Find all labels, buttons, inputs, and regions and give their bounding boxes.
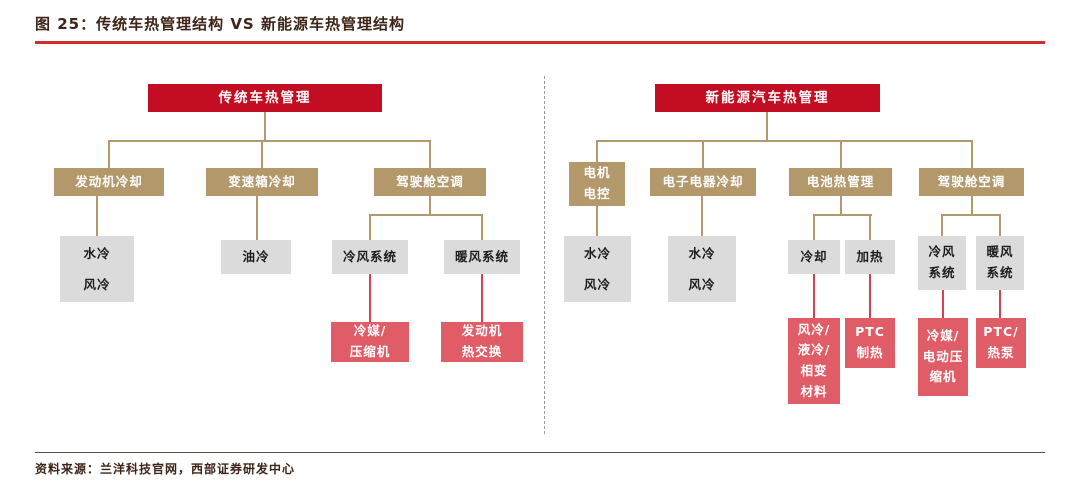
node-cabin-ac-right: 驾驶舱空调 bbox=[919, 168, 1024, 196]
node-cold-wind-right: 冷风 系统 bbox=[918, 236, 966, 290]
node-ptc-heating: PTC 制热 bbox=[845, 318, 895, 368]
connector-line bbox=[108, 140, 431, 142]
connector-line bbox=[971, 196, 973, 216]
node-engine-heat-exchange: 发动机 热交换 bbox=[441, 322, 523, 362]
connector-line bbox=[596, 140, 973, 142]
node-electric-compressor: 冷媒/ 电动压 缩机 bbox=[918, 318, 968, 396]
connector-line bbox=[369, 214, 371, 240]
connector-line bbox=[429, 140, 431, 168]
node-battery-heating: 加热 bbox=[845, 240, 895, 274]
node-refrigerant-compressor: 冷媒/ 压缩机 bbox=[331, 322, 409, 362]
connector-line bbox=[840, 140, 842, 168]
connector-line-red bbox=[813, 274, 815, 318]
connector-line bbox=[813, 214, 872, 216]
section-divider-dashed bbox=[544, 76, 545, 434]
connector-line bbox=[971, 140, 973, 168]
node-pcm-cooling: 风冷/ 液冷/ 相变 材料 bbox=[788, 318, 840, 404]
connector-line bbox=[429, 196, 431, 216]
title-underline bbox=[35, 41, 1045, 44]
connector-line bbox=[702, 140, 704, 168]
node-motor-control: 电机 电控 bbox=[569, 162, 625, 206]
node-warm-wind-right: 暖风 系统 bbox=[976, 236, 1024, 290]
node-cold-wind-left: 冷风系统 bbox=[332, 240, 408, 274]
node-cabin-ac-left: 驾驶舱空调 bbox=[374, 168, 486, 196]
connector-line bbox=[941, 214, 943, 236]
node-warm-wind-left: 暖风系统 bbox=[444, 240, 520, 274]
connector-line bbox=[869, 214, 871, 240]
connector-line bbox=[999, 214, 1001, 236]
connector-line bbox=[766, 112, 768, 142]
connector-line bbox=[840, 196, 842, 216]
node-water-air-left: 水冷 风冷 bbox=[60, 236, 134, 302]
node-oil-cooling: 油冷 bbox=[221, 240, 291, 274]
connector-line bbox=[261, 140, 263, 168]
connector-line bbox=[941, 214, 1001, 216]
connector-line bbox=[481, 214, 483, 240]
connector-line-red bbox=[869, 274, 871, 318]
connector-line bbox=[96, 196, 98, 236]
node-battery-cooling: 冷却 bbox=[788, 240, 840, 274]
connector-line-red bbox=[942, 290, 944, 318]
connector-line bbox=[596, 140, 598, 162]
figure-title: 图 25：传统车热管理结构 VS 新能源车热管理结构 bbox=[35, 15, 405, 33]
connector-line-red bbox=[999, 290, 1001, 318]
node-engine-cooling: 发动机冷却 bbox=[54, 168, 164, 196]
connector-line-red bbox=[369, 274, 371, 322]
connector-line bbox=[256, 196, 258, 240]
node-gearbox-cooling: 变速箱冷却 bbox=[206, 168, 318, 196]
node-nev-root: 新能源汽车热管理 bbox=[655, 84, 880, 112]
source-divider bbox=[35, 452, 1045, 453]
connector-line bbox=[701, 196, 703, 236]
connector-line bbox=[369, 214, 483, 216]
connector-line bbox=[596, 206, 598, 236]
node-water-air-electronics: 水冷 风冷 bbox=[668, 236, 736, 302]
connector-line-red bbox=[481, 274, 483, 322]
connector-line bbox=[813, 214, 815, 240]
source-text: 资料来源：兰洋科技官网，西部证券研发中心 bbox=[35, 462, 296, 476]
node-ptc-heat-pump: PTC/ 热泵 bbox=[976, 318, 1026, 368]
node-battery-thermal: 电池热管理 bbox=[789, 168, 892, 196]
node-electronics-cooling: 电子电器冷却 bbox=[650, 168, 756, 196]
node-water-air-motor: 水冷 风冷 bbox=[564, 236, 631, 302]
connector-line bbox=[264, 112, 266, 142]
node-traditional-root: 传统车热管理 bbox=[148, 84, 382, 112]
connector-line bbox=[108, 140, 110, 168]
